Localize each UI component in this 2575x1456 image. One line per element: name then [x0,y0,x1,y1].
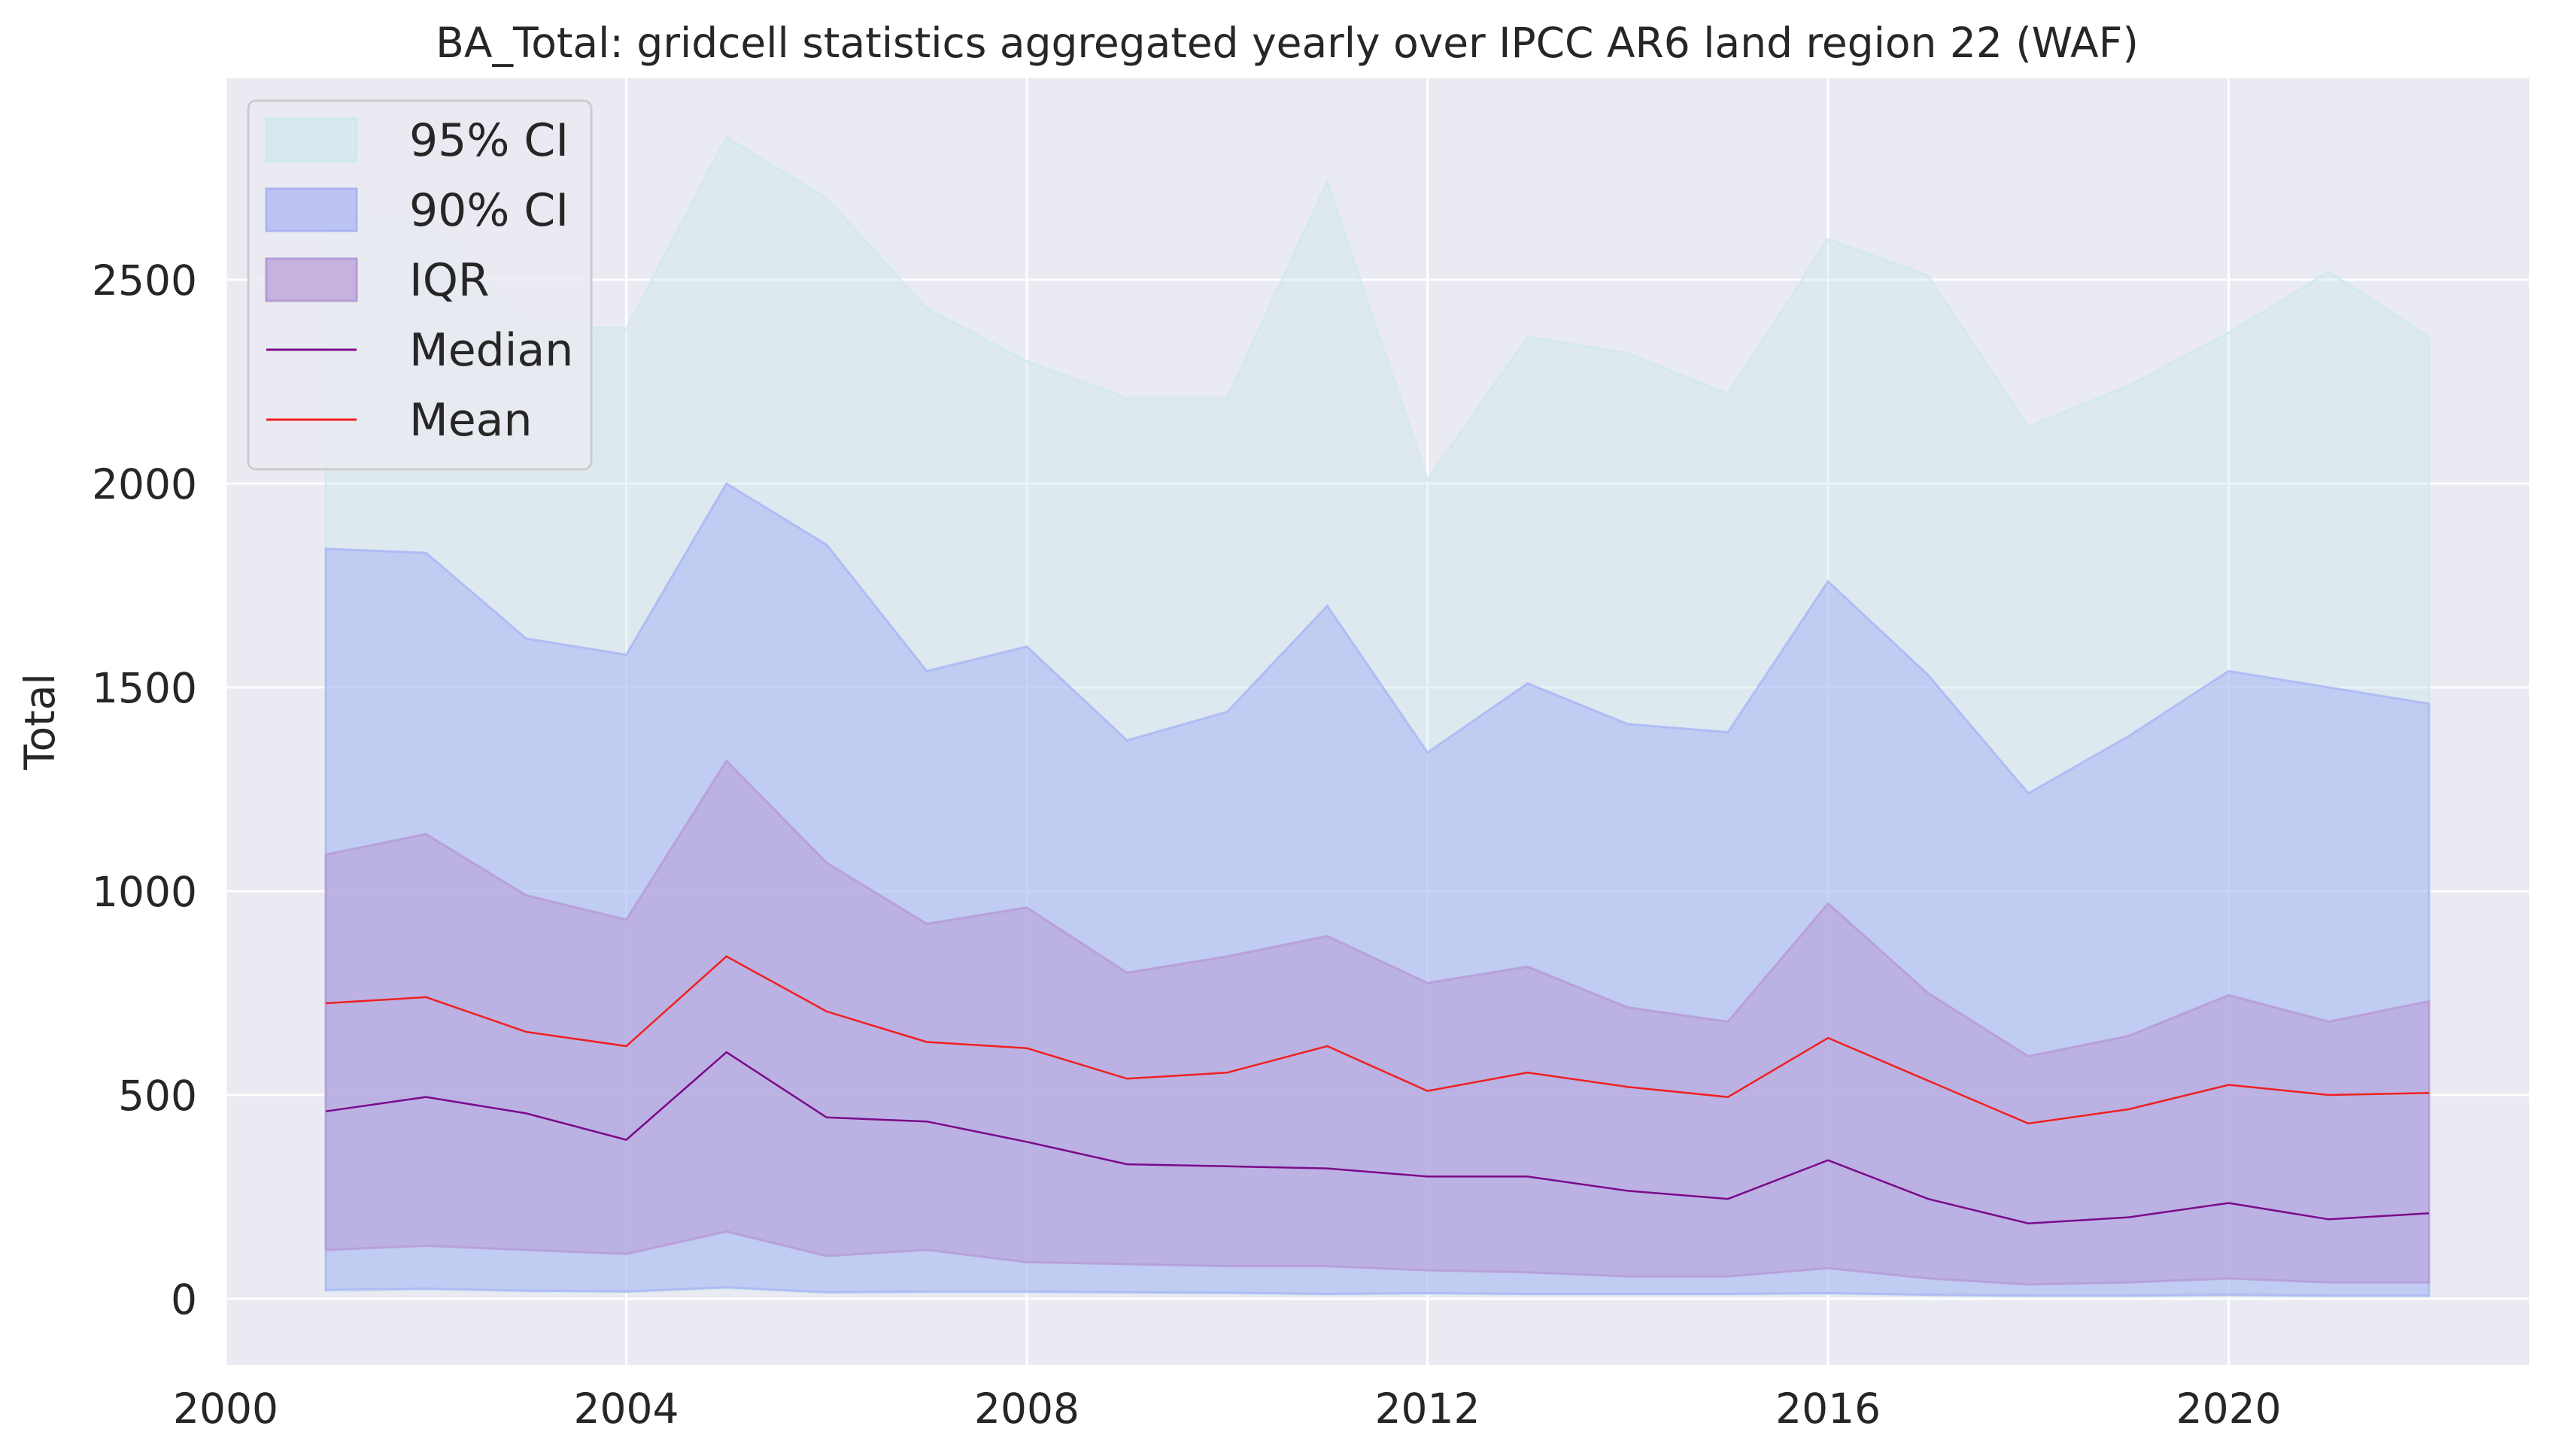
legend: 95% CI 90% CI IQR Median Mean [247,99,593,471]
legend-swatch [265,257,358,302]
y-tick-label: 0 [171,1276,197,1324]
legend-label: IQR [409,254,490,307]
legend-label: Mean [409,394,532,447]
x-axis-ticks: 2000 2004 2008 2012 2016 2020 [173,1385,2282,1433]
chart-title: BA_Total: gridcell statistics aggregated… [436,19,2139,67]
x-tick-label: 2004 [574,1385,679,1433]
y-axis-ticks: 0 500 1000 1500 2000 2500 [92,256,197,1324]
y-tick-label: 500 [118,1072,197,1120]
legend-label: Median [409,324,573,377]
y-tick-label: 1500 [92,664,197,712]
series-line-mean [326,955,2429,1125]
legend-swatch [265,187,358,232]
y-axis-label: Total [16,673,64,770]
legend-label: 90% CI [409,184,569,237]
band-iqr [324,759,2431,1286]
y-tick-label: 2000 [92,460,197,508]
x-tick-label: 2016 [1775,1385,1881,1433]
series-line-median [325,1051,2429,1224]
legend-swatch [265,117,358,162]
y-tick-label: 1000 [92,868,197,916]
x-tick-label: 2000 [173,1385,278,1433]
y-tick-label: 2500 [92,256,197,305]
confidence-bands [324,135,2431,1298]
x-tick-label: 2008 [974,1385,1079,1433]
x-tick-label: 2020 [2176,1385,2282,1433]
legend-label: 95% CI [409,114,569,167]
x-tick-label: 2012 [1375,1385,1480,1433]
series-lines [325,955,2429,1224]
